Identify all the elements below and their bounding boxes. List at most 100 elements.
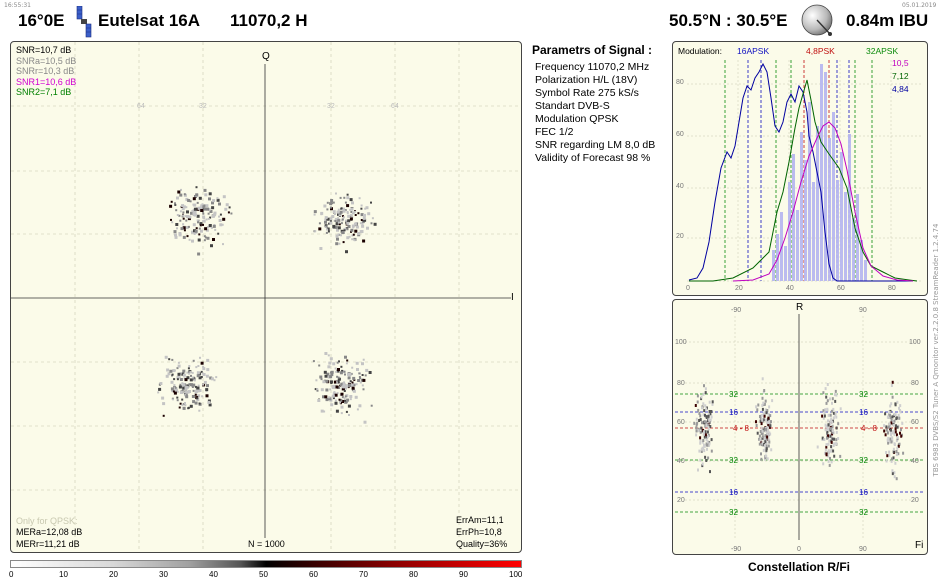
rfi-sample-point [832,407,835,411]
x-tick: 80 [888,285,896,292]
colorbar-tick: 10 [59,570,68,579]
iq-sample-point [351,211,355,215]
iq-sample-point [320,213,323,216]
iq-sample-point [203,380,207,384]
rfi-sample-point [835,442,838,446]
rfi-sample-point [707,456,710,460]
iq-sample-point [196,219,199,222]
rfi-sample-point [709,418,712,422]
iq-sample-point [345,384,349,388]
iq-sample-point [218,202,221,206]
rfi-sample-point [900,428,902,432]
iq-sample-point [182,211,185,214]
iq-sample-point [193,207,197,211]
level-16-label: 16 [859,488,868,497]
iq-sample-point [181,382,184,385]
iq-sample-point [351,234,354,237]
y-tick: 40 [676,183,684,190]
rfi-sample-point [826,432,828,436]
iq-sample-point [173,391,177,395]
rfi-sample-point [896,400,899,404]
rfi-sample-point [762,401,765,405]
iq-sample-point [218,215,220,218]
iq-sample-point [334,393,338,397]
iq-sample-point [351,381,354,384]
rfi-sample-point [764,429,767,433]
iq-sample-point [342,382,346,386]
iq-sample-point [196,371,200,375]
rfi-sample-point [826,430,829,434]
rfi-sample-point [888,429,891,432]
rfi-sample-point [831,430,834,434]
parameters-list: Frequency 11070,2 MHz Polarization H/L (… [535,61,667,165]
iq-sample-point [330,373,334,377]
rfi-sample-point [826,408,829,412]
iq-sample-point [196,397,199,400]
rfi-sample-point [760,422,763,426]
iq-sample-point [176,378,179,381]
grid-label: 64 [137,103,145,110]
axis-fi-label: Fi [915,540,924,551]
iq-sample-point [359,381,362,384]
iq-sample-point [192,213,195,216]
iq-sample-point [194,401,198,405]
rfi-sample-point [764,456,767,459]
iq-sample-point [354,395,358,399]
psk48-label: 4,8PSK [806,46,835,56]
rfi-sample-point [707,413,710,417]
rfi-sample-point [705,437,708,441]
rfi-sample-point [897,444,900,448]
iq-sample-point [343,196,346,199]
rfi-sample-point [698,419,701,422]
rfi-sample-point [827,459,830,463]
y-tick-right: 40 [911,458,919,465]
iq-sample-point [184,402,186,404]
iq-sample-point [199,224,202,227]
iq-sample-point [352,226,355,229]
param-fec: FEC 1/2 [535,126,574,138]
iq-scatter-points [157,186,377,424]
iq-sample-point [182,235,186,239]
value-magenta: 10,5 [892,58,909,68]
iq-sample-point [200,361,204,365]
iq-sample-point [194,385,197,388]
iq-sample-point [350,211,353,213]
dish-size: 0.84m IBU [846,11,929,30]
dish-icon [800,4,836,43]
iq-sample-point [316,389,319,392]
iq-sample-point [326,217,330,221]
iq-sample-point [315,379,318,382]
rfi-sample-point [894,427,897,431]
rfi-sample-point [827,419,829,423]
iq-sample-point [354,229,358,233]
rfi-sample-point [765,448,768,452]
iq-sample-point [339,384,342,387]
iq-sample-point [337,379,340,382]
rfi-sample-point [896,446,899,450]
iq-sample-point [211,214,215,218]
rfi-sample-point [889,413,892,417]
iq-sample-point [366,226,369,230]
colorbar-tick: 20 [109,570,118,579]
rfi-sample-point [889,437,892,441]
rfi-sample-point [825,443,828,447]
rfi-sample-point [761,436,764,440]
iq-sample-point [202,215,206,219]
rfi-sample-point [825,395,828,399]
iq-sample-point [176,375,180,379]
rfi-sample-point [765,418,767,422]
iq-sample-point [360,204,363,207]
iq-sample-point [191,395,195,398]
iq-sample-point [337,386,341,389]
iq-sample-point [352,389,356,393]
rfi-sample-point [828,439,831,443]
iq-sample-point [170,380,174,384]
rfi-sample-point [825,445,828,449]
iq-sample-point [183,392,186,395]
iq-sample-point [323,204,327,208]
iq-sample-point [172,390,175,393]
rfi-sample-point [890,457,893,461]
iq-sample-point [337,217,339,220]
iq-sample-point [365,368,369,372]
rfi-sample-point [767,412,770,416]
